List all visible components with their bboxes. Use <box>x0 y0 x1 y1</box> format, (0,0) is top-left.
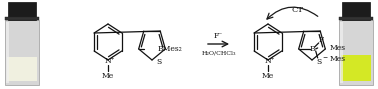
Text: Mes: Mes <box>330 44 346 52</box>
Bar <box>7 57 37 81</box>
Text: H₂O/CHCl₃: H₂O/CHCl₃ <box>201 50 236 56</box>
Text: +: + <box>270 56 274 61</box>
Text: BMes₂: BMes₂ <box>158 45 183 53</box>
Bar <box>340 22 343 83</box>
Bar <box>5 20 39 85</box>
Bar <box>6 22 9 83</box>
Text: Mes: Mes <box>330 55 346 63</box>
Bar <box>8 2 36 20</box>
Text: S: S <box>316 58 321 66</box>
Text: N: N <box>265 57 271 65</box>
Text: N: N <box>105 57 112 65</box>
Text: B: B <box>310 45 316 53</box>
Bar <box>339 17 373 20</box>
Text: CT: CT <box>291 6 303 14</box>
Bar <box>341 55 371 81</box>
Text: S: S <box>156 58 161 66</box>
Bar <box>342 2 370 20</box>
Bar <box>5 17 39 20</box>
Text: +: + <box>110 56 114 61</box>
Text: Me: Me <box>262 72 274 80</box>
Text: F⁻: F⁻ <box>214 32 223 40</box>
Text: F: F <box>319 36 324 44</box>
Text: Me: Me <box>102 72 114 80</box>
Text: −: − <box>322 54 327 59</box>
Bar <box>339 20 373 85</box>
